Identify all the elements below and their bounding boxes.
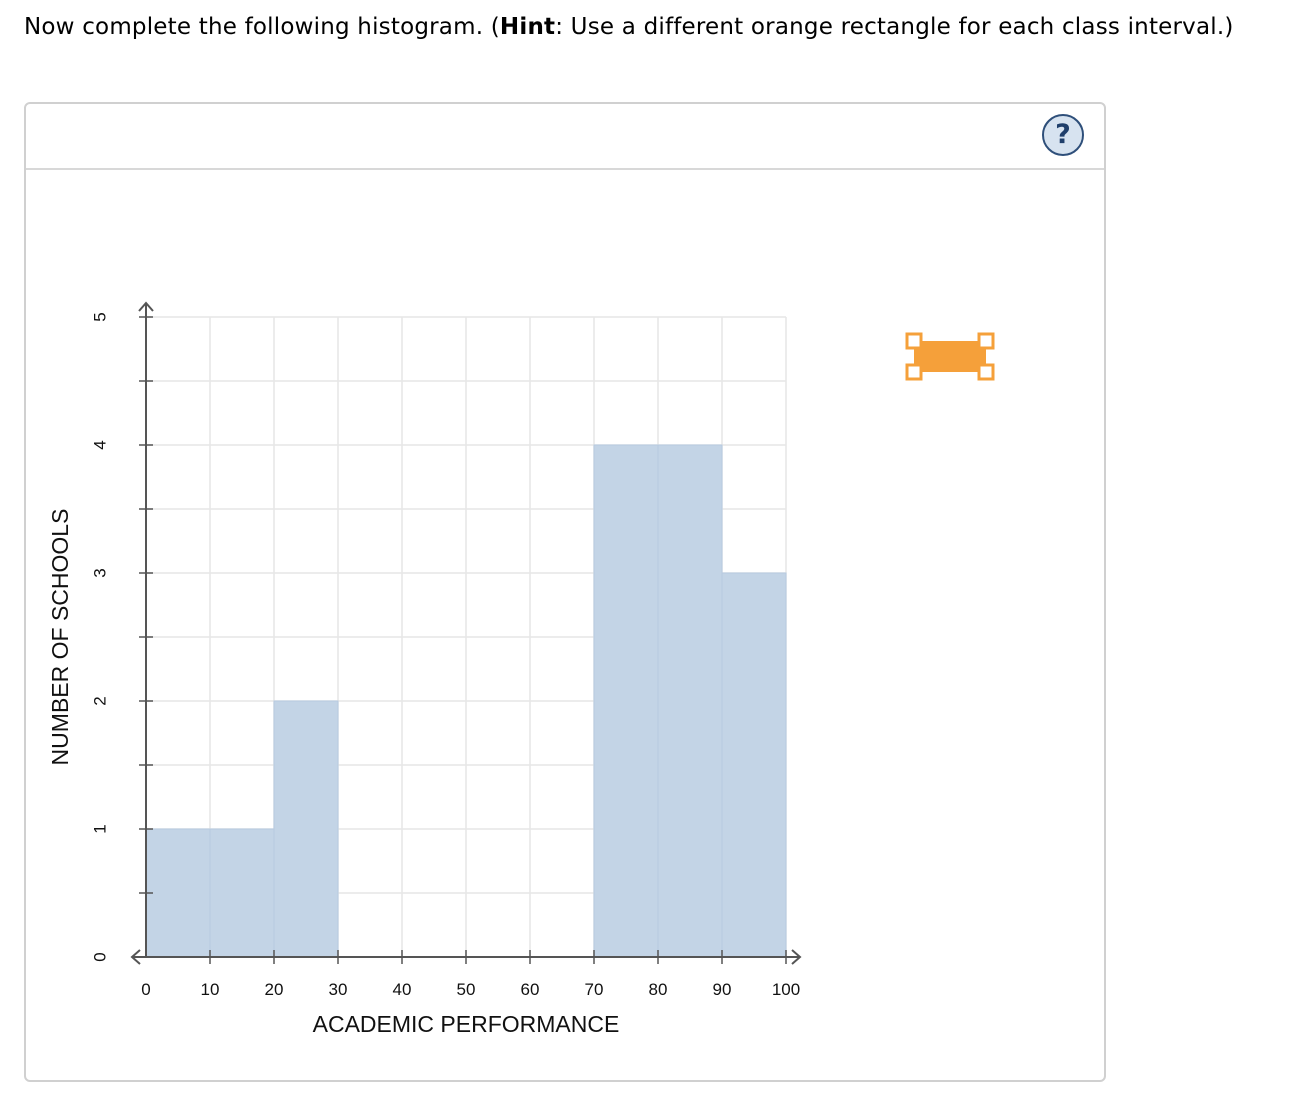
histogram-bar <box>593 444 659 958</box>
resize-handle-icon <box>977 363 995 381</box>
resize-handle-icon <box>905 363 923 381</box>
y-tick-label: 4 <box>91 440 110 449</box>
x-tick-label: 100 <box>772 980 800 999</box>
histogram-bar <box>657 444 723 958</box>
instruction-text: Now complete the following histogram. (H… <box>24 14 1234 40</box>
instruction-suffix: : Use a different orange rectangle for e… <box>555 14 1234 40</box>
labels-layer: 0 10 20 30 40 50 60 70 80 90 100 0 1 2 3 4 5 <box>91 312 801 999</box>
bars-layer <box>145 444 787 958</box>
help-button[interactable]: ? <box>1042 114 1084 156</box>
hint-label: Hint <box>499 14 556 40</box>
histogram-bar <box>145 828 211 958</box>
histogram-bar <box>209 828 275 958</box>
x-tick-label: 0 <box>141 980 150 999</box>
instruction-prefix: Now complete the following histogram. ( <box>24 14 500 40</box>
y-tick-label: 3 <box>91 568 110 577</box>
histogram-bar <box>721 572 787 958</box>
y-axis-arrow-icon <box>138 301 154 312</box>
histogram-bar <box>273 700 339 958</box>
panel-header: ? <box>26 104 1104 170</box>
x-axis-right-arrow-icon <box>791 949 802 965</box>
y-tick-label: 2 <box>91 696 110 705</box>
x-tick-label: 80 <box>649 980 668 999</box>
x-tick-label: 50 <box>457 980 476 999</box>
resize-handle-icon <box>977 332 995 350</box>
x-axis-title: ACADEMIC PERFORMANCE <box>313 1011 620 1037</box>
y-tick-label: 0 <box>91 952 110 961</box>
x-tick-label: 20 <box>265 980 284 999</box>
axes-layer <box>130 301 802 965</box>
x-tick-label: 60 <box>521 980 540 999</box>
x-axis-left-arrow-icon <box>130 949 141 965</box>
x-tick-label: 70 <box>585 980 604 999</box>
question-mark-icon: ? <box>1055 119 1071 150</box>
rectangle-tool[interactable] <box>905 332 995 381</box>
resize-handle-icon <box>905 332 923 350</box>
orange-rectangle-tool-icon <box>914 341 986 372</box>
x-tick-label: 30 <box>329 980 348 999</box>
y-tick-label: 1 <box>91 824 110 833</box>
x-tick-label: 40 <box>393 980 412 999</box>
y-axis-title: NUMBER OF SCHOOLS <box>47 509 73 766</box>
y-tick-label: 5 <box>91 312 110 321</box>
x-tick-label: 10 <box>201 980 220 999</box>
x-tick-label: 90 <box>713 980 732 999</box>
